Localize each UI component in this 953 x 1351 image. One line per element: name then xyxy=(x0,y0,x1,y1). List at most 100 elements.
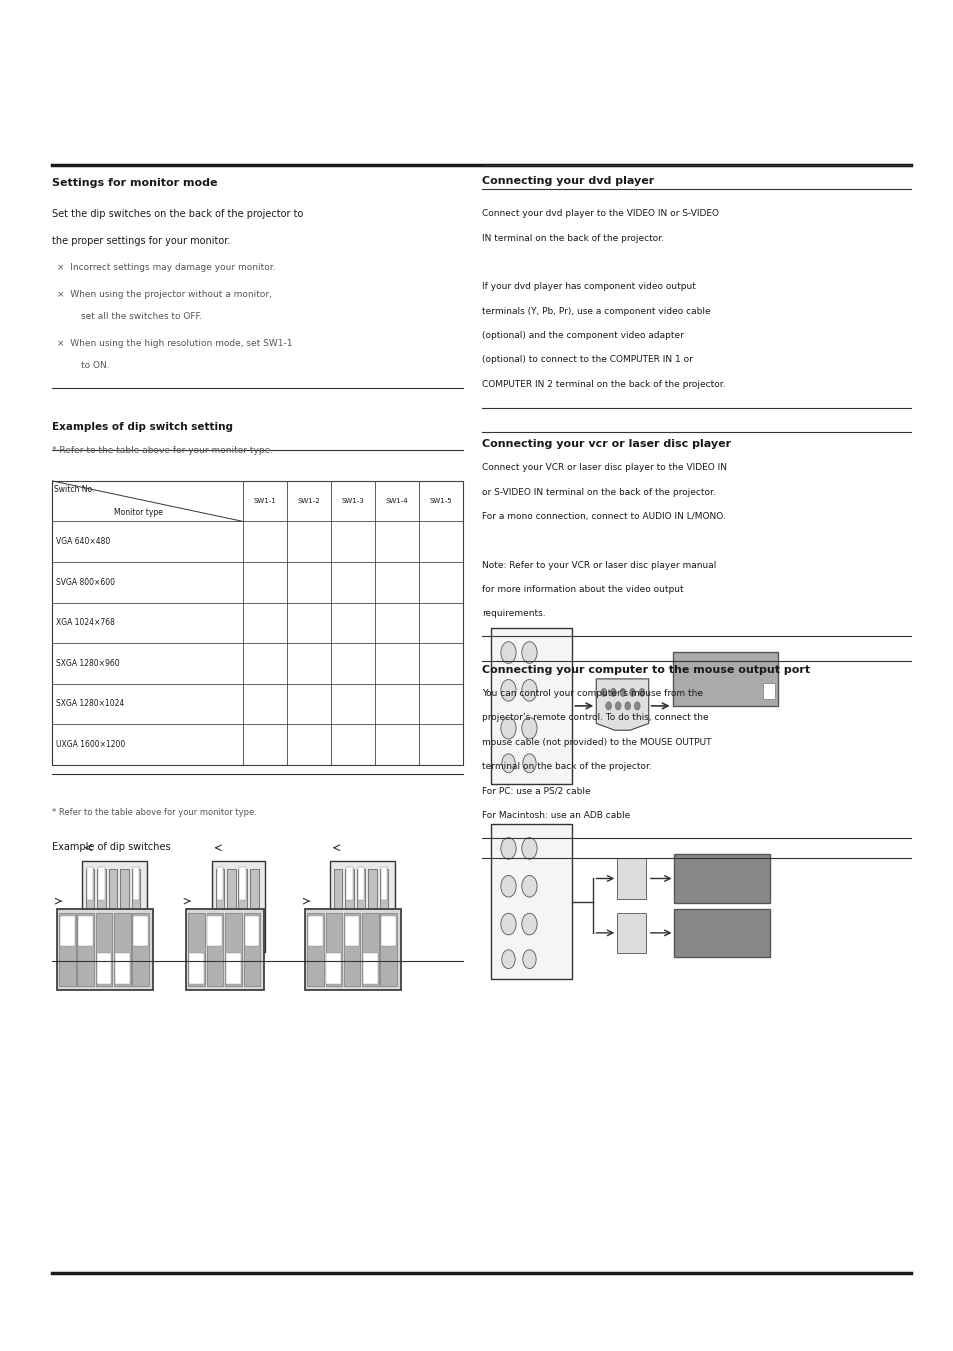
Bar xyxy=(244,916,259,947)
Text: COMPUTER IN 2 terminal on the back of the projector.: COMPUTER IN 2 terminal on the back of th… xyxy=(481,380,724,389)
Bar xyxy=(96,954,112,984)
Text: terminal on the back of the projector.: terminal on the back of the projector. xyxy=(481,762,651,771)
Text: Connect your VCR or laser disc player to the VIDEO IN: Connect your VCR or laser disc player to… xyxy=(481,463,726,473)
Text: If your dvd player has component video output: If your dvd player has component video o… xyxy=(481,282,695,292)
Circle shape xyxy=(619,688,625,697)
Text: Set the dip switches on the back of the projector to: Set the dip switches on the back of the … xyxy=(52,209,303,219)
Text: SW1-2: SW1-2 xyxy=(297,499,320,504)
Bar xyxy=(334,870,342,944)
Circle shape xyxy=(521,838,537,859)
Bar xyxy=(225,913,242,986)
Circle shape xyxy=(500,875,516,897)
Bar xyxy=(87,867,93,900)
Bar xyxy=(186,909,264,990)
Text: Connecting your vcr or laser disc player: Connecting your vcr or laser disc player xyxy=(481,439,730,449)
Text: For a mono connection, connect to AUDIO IN L/MONO.: For a mono connection, connect to AUDIO … xyxy=(481,512,725,521)
Text: UXGA 1600×1200: UXGA 1600×1200 xyxy=(56,740,126,748)
Text: Connecting your dvd player: Connecting your dvd player xyxy=(481,176,654,185)
Bar xyxy=(188,913,205,986)
Bar xyxy=(189,954,204,984)
Circle shape xyxy=(521,913,537,935)
Bar xyxy=(59,913,75,986)
Circle shape xyxy=(500,642,516,663)
Circle shape xyxy=(600,688,606,697)
Circle shape xyxy=(615,703,620,711)
Text: SW1-5: SW1-5 xyxy=(429,499,452,504)
Bar xyxy=(672,651,777,705)
Text: SW1-4: SW1-4 xyxy=(385,499,408,504)
Bar xyxy=(379,870,388,944)
Bar xyxy=(335,911,341,944)
Bar xyxy=(343,913,360,986)
Bar xyxy=(52,481,462,765)
Circle shape xyxy=(634,703,639,711)
Text: SW1-1: SW1-1 xyxy=(253,499,276,504)
Text: requirements.: requirements. xyxy=(481,609,545,619)
Bar xyxy=(307,913,323,986)
Circle shape xyxy=(521,717,537,739)
Text: Connect your dvd player to the VIDEO IN or S-VIDEO: Connect your dvd player to the VIDEO IN … xyxy=(481,209,718,219)
Text: (optional) and the component video adapter: (optional) and the component video adapt… xyxy=(481,331,683,340)
Bar xyxy=(133,916,148,947)
Text: or S-VIDEO IN terminal on the back of the projector.: or S-VIDEO IN terminal on the back of th… xyxy=(481,488,715,497)
Circle shape xyxy=(500,717,516,739)
Bar xyxy=(244,913,260,986)
Bar xyxy=(114,913,131,986)
Bar xyxy=(132,913,149,986)
Bar xyxy=(109,870,117,944)
Text: SW1-3: SW1-3 xyxy=(341,499,364,504)
Bar xyxy=(356,870,365,944)
Circle shape xyxy=(521,642,537,663)
Bar xyxy=(227,870,235,944)
Bar xyxy=(346,867,353,900)
Circle shape xyxy=(521,875,537,897)
Bar xyxy=(308,916,322,947)
Bar xyxy=(357,867,364,900)
Text: Monitor type: Monitor type xyxy=(114,508,163,517)
Text: For Macintosh: use an ADB cable: For Macintosh: use an ADB cable xyxy=(481,811,629,820)
Text: set all the switches to OFF.: set all the switches to OFF. xyxy=(81,312,202,322)
Circle shape xyxy=(610,688,616,697)
Text: VGA 640×480: VGA 640×480 xyxy=(56,538,111,546)
Bar xyxy=(98,867,105,900)
Text: SVGA 800×600: SVGA 800×600 xyxy=(56,578,115,586)
Circle shape xyxy=(521,680,537,701)
Text: ×  When using the projector without a monitor,: × When using the projector without a mon… xyxy=(57,290,272,300)
Bar xyxy=(77,913,93,986)
Bar xyxy=(330,862,395,952)
Text: ×  When using the high resolution mode, set SW1-1: × When using the high resolution mode, s… xyxy=(57,339,293,349)
Bar xyxy=(115,954,130,984)
Bar xyxy=(97,870,106,944)
Bar xyxy=(120,870,129,944)
Text: You can control your computer’s mouse from the: You can control your computer’s mouse fr… xyxy=(481,689,702,698)
Circle shape xyxy=(639,688,644,697)
Bar xyxy=(250,870,258,944)
Circle shape xyxy=(522,754,536,773)
Bar xyxy=(617,913,645,954)
Text: Switch No.: Switch No. xyxy=(54,485,94,494)
Bar xyxy=(121,911,128,944)
Bar xyxy=(251,911,257,944)
Text: SXGA 1280×960: SXGA 1280×960 xyxy=(56,659,120,667)
Circle shape xyxy=(522,950,536,969)
Text: ×  Incorrect settings may damage your monitor.: × Incorrect settings may damage your mon… xyxy=(57,263,275,273)
Bar xyxy=(345,870,354,944)
Bar xyxy=(226,954,240,984)
Bar xyxy=(380,913,396,986)
Bar xyxy=(208,916,222,947)
Bar xyxy=(674,854,769,902)
Bar xyxy=(239,867,246,900)
Bar xyxy=(491,628,572,784)
Circle shape xyxy=(629,688,635,697)
Circle shape xyxy=(501,950,515,969)
Bar xyxy=(215,870,224,944)
Text: XGA 1024×768: XGA 1024×768 xyxy=(56,619,115,627)
Text: for more information about the video output: for more information about the video out… xyxy=(481,585,682,594)
Bar xyxy=(326,954,340,984)
Text: Settings for monitor mode: Settings for monitor mode xyxy=(52,178,217,188)
Bar xyxy=(110,911,116,944)
Text: terminals (Y, Pb, Pr), use a component video cable: terminals (Y, Pb, Pr), use a component v… xyxy=(481,307,710,316)
Bar xyxy=(132,867,139,900)
Text: Connecting your computer to the mouse output port: Connecting your computer to the mouse ou… xyxy=(481,665,809,674)
Bar xyxy=(362,913,378,986)
